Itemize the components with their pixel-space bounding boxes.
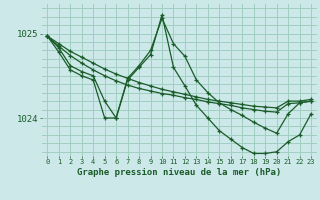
X-axis label: Graphe pression niveau de la mer (hPa): Graphe pression niveau de la mer (hPa) bbox=[77, 168, 281, 177]
